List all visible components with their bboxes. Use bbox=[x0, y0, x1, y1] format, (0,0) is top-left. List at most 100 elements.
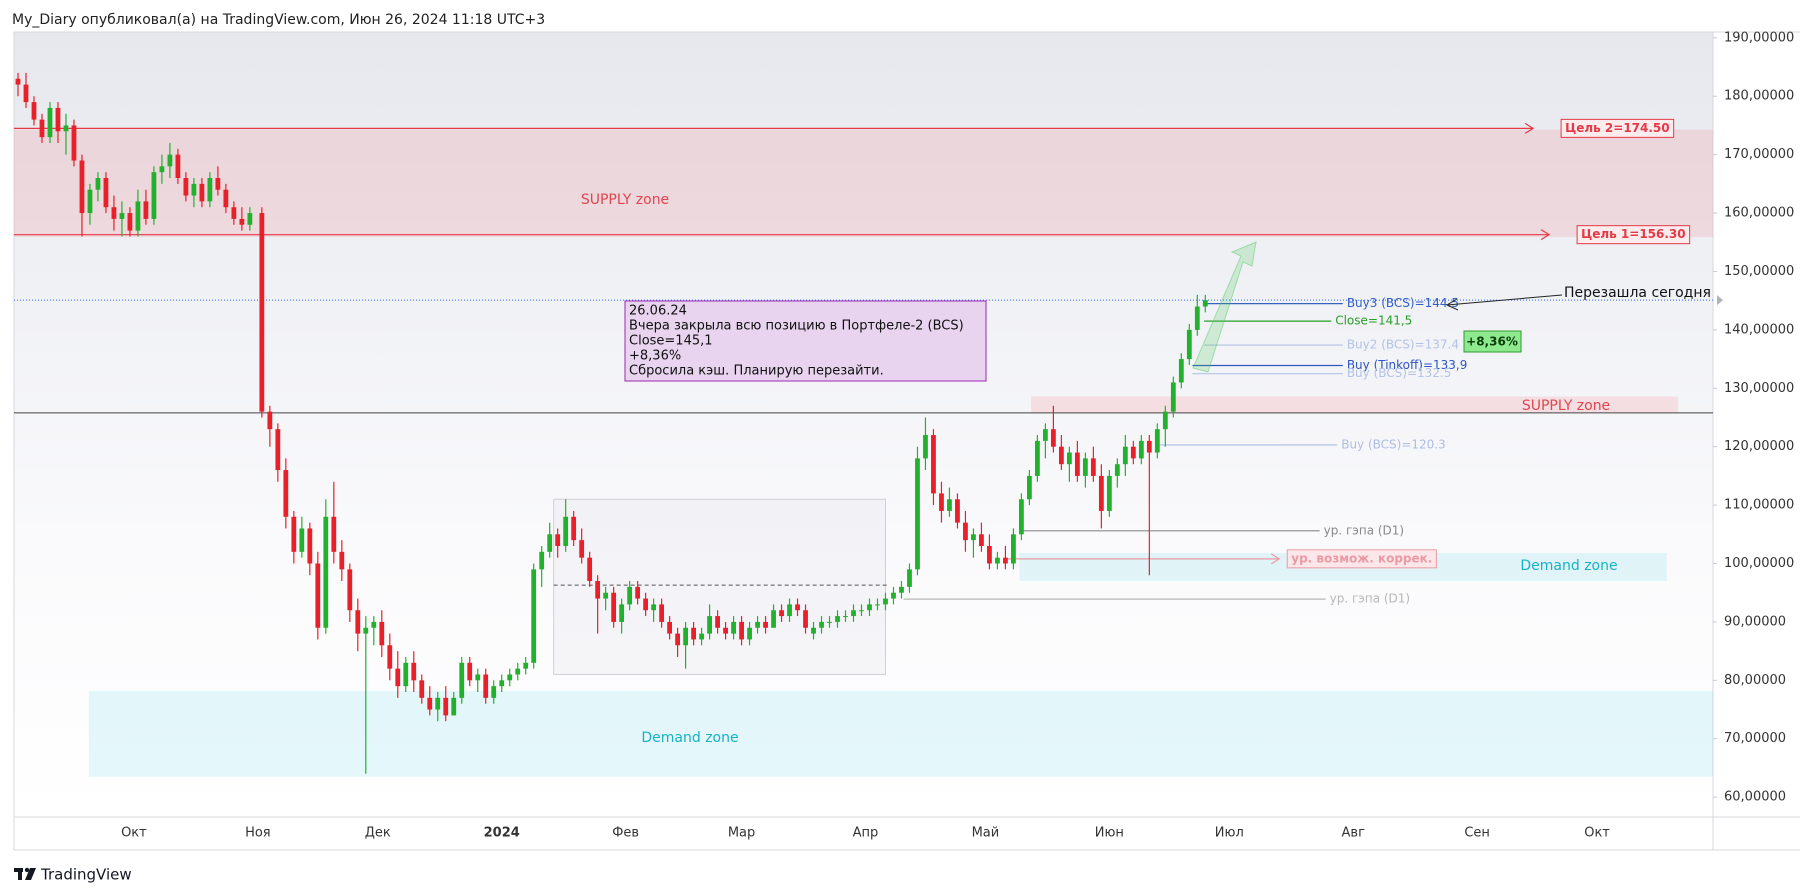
candle-body bbox=[395, 668, 401, 687]
zone-label: SUPPLY zone bbox=[1522, 398, 1610, 414]
candle-body bbox=[387, 645, 393, 669]
level-label: ур. гэпа (D1) bbox=[1324, 523, 1405, 537]
candle-body bbox=[731, 621, 736, 634]
candle-body bbox=[31, 102, 37, 120]
candle-body bbox=[135, 201, 141, 231]
range-box bbox=[553, 498, 886, 675]
candle-body bbox=[175, 154, 181, 179]
candle-body bbox=[79, 160, 85, 214]
x-tick-label: Фев bbox=[612, 826, 639, 841]
candle-body bbox=[723, 627, 728, 634]
y-tick-label: 150,00000 bbox=[1724, 264, 1794, 279]
candle-body bbox=[763, 621, 768, 628]
candle-body bbox=[15, 78, 21, 85]
candle-body bbox=[247, 213, 253, 225]
note-line: 26.06.24 bbox=[629, 304, 687, 319]
candle-body bbox=[207, 178, 213, 202]
candle-body bbox=[95, 178, 101, 190]
y-tick-label: 90,00000 bbox=[1724, 614, 1786, 629]
candle-body bbox=[475, 674, 481, 681]
x-tick-label: Июл bbox=[1215, 826, 1244, 841]
y-tick-label: 60,00000 bbox=[1724, 790, 1786, 805]
candle-body bbox=[1106, 475, 1112, 511]
candle-body bbox=[63, 125, 69, 132]
candle-body bbox=[1162, 411, 1168, 430]
candle-body bbox=[299, 528, 305, 552]
candle-body bbox=[715, 616, 720, 628]
candle-body bbox=[459, 662, 465, 698]
zone bbox=[14, 129, 1713, 238]
candle-body bbox=[651, 604, 657, 611]
candle-body bbox=[403, 662, 409, 687]
candle-body bbox=[835, 616, 840, 622]
candle-body bbox=[275, 429, 281, 471]
candle-body bbox=[507, 674, 513, 681]
candle-body bbox=[1027, 475, 1032, 500]
last-price-marker bbox=[1717, 295, 1723, 306]
candle-body bbox=[1138, 440, 1144, 459]
candle-body bbox=[1170, 382, 1176, 412]
candle-body bbox=[191, 183, 197, 196]
candle-body bbox=[995, 557, 1000, 564]
candle-body bbox=[419, 680, 425, 698]
candle-body bbox=[1090, 458, 1096, 476]
y-tick-label: 120,00000 bbox=[1724, 439, 1794, 454]
candle-body bbox=[899, 586, 904, 593]
candle-body bbox=[547, 534, 553, 552]
candle-body bbox=[611, 592, 617, 622]
candle-body bbox=[931, 435, 936, 494]
plot-background bbox=[14, 32, 1713, 817]
candle-body bbox=[491, 686, 497, 698]
callout-arrowhead bbox=[1445, 298, 1459, 311]
candle-body bbox=[483, 674, 489, 698]
candle-body bbox=[627, 586, 633, 605]
candle-body bbox=[811, 627, 816, 634]
levels bbox=[14, 122, 1713, 600]
candle-body bbox=[843, 616, 848, 618]
x-tick-label: Сен bbox=[1464, 826, 1490, 841]
candle-body bbox=[151, 172, 157, 219]
level-arrowhead bbox=[1270, 553, 1281, 565]
note-line: Вчера закрыла всю позицию в Портфеле-2 (… bbox=[629, 319, 964, 334]
candle-body bbox=[771, 610, 776, 628]
callout-arrow bbox=[1446, 294, 1563, 306]
candle-body bbox=[923, 435, 928, 459]
candle-body bbox=[979, 534, 984, 546]
y-tick-label: 180,00000 bbox=[1724, 89, 1794, 104]
candle-body bbox=[1011, 534, 1016, 564]
candle-body bbox=[347, 569, 353, 611]
candle-body bbox=[571, 516, 577, 541]
x-tick-label: 2024 bbox=[484, 826, 520, 841]
candle-body bbox=[587, 557, 593, 582]
logo-part bbox=[18, 868, 22, 880]
x-tick-label: Дек bbox=[365, 826, 391, 841]
candle-body bbox=[1003, 557, 1008, 564]
candle-body bbox=[1146, 440, 1152, 453]
level-label: Buy2 (BCS)=137.4 bbox=[1347, 338, 1459, 352]
y-tick-label: 130,00000 bbox=[1724, 381, 1794, 396]
y-tick-label: 70,00000 bbox=[1724, 731, 1786, 746]
candle-body bbox=[539, 551, 545, 570]
candle-body bbox=[23, 84, 29, 103]
candle-body bbox=[119, 213, 125, 219]
zone-label: Demand zone bbox=[641, 730, 738, 746]
y-tick-label: 190,00000 bbox=[1724, 30, 1794, 45]
candle-body bbox=[199, 183, 205, 202]
candle-body bbox=[1050, 429, 1056, 447]
candle-body bbox=[223, 189, 229, 208]
candle-body bbox=[851, 610, 856, 617]
zones bbox=[14, 129, 1714, 777]
x-tick-label: Авг bbox=[1342, 826, 1366, 841]
candle-body bbox=[451, 697, 457, 716]
logo-part bbox=[25, 868, 36, 880]
candle-body bbox=[739, 621, 744, 640]
candle-body bbox=[579, 540, 585, 558]
y-tick-label: 170,00000 bbox=[1724, 147, 1794, 162]
candle-body bbox=[379, 621, 385, 646]
candle-body bbox=[1114, 464, 1120, 476]
note-box bbox=[624, 300, 987, 382]
candle-body bbox=[443, 697, 449, 716]
candle-body bbox=[291, 516, 297, 552]
candle-body bbox=[283, 470, 289, 517]
